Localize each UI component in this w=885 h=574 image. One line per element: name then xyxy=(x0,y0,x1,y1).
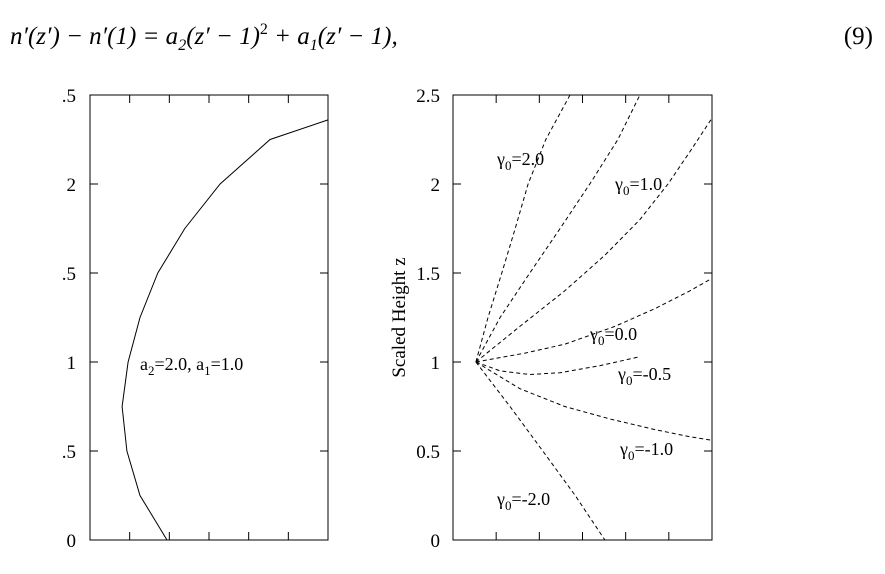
equation-part: (z′ − 1) xyxy=(186,23,260,50)
annotation-part: =-2.0 xyxy=(511,489,550,509)
annotation: γ0=-0.5 xyxy=(617,364,671,388)
curve xyxy=(475,94,641,363)
y-tick-label: 0 xyxy=(431,531,441,552)
annotation: γ0=1.0 xyxy=(614,174,662,198)
annotation-part: a xyxy=(140,354,148,374)
y-tick-label: 1 xyxy=(431,353,441,374)
curve xyxy=(475,117,713,363)
annotation-part: =2.0 xyxy=(511,149,544,169)
annotation-part: =2.0, a xyxy=(155,354,205,374)
annotation-part: γ xyxy=(617,364,626,384)
equation-part: (z′ − 1), xyxy=(318,23,398,50)
annotation: γ0=-2.0 xyxy=(496,489,550,513)
annotation-part: =-1.0 xyxy=(634,439,673,459)
equation-number: (9) xyxy=(844,23,873,50)
annotation-part: 0 xyxy=(623,183,630,198)
equation-part: + a xyxy=(268,23,310,50)
equation-part: 2 xyxy=(260,21,268,38)
y-tick-label: 2.5 xyxy=(416,86,440,107)
equation-part: 2 xyxy=(178,37,186,54)
annotation-part: 2 xyxy=(148,363,155,378)
y-tick-label: 1 xyxy=(67,353,77,374)
y-tick-label: .5 xyxy=(62,86,76,107)
annotation-part: =1.0 xyxy=(629,174,662,194)
annotation-part: γ xyxy=(496,489,505,509)
curve xyxy=(475,361,713,441)
annotation-part: =1.0 xyxy=(211,354,244,374)
y-tick-label: 0 xyxy=(67,531,77,552)
equation-part: n′(z′) − n′(1) = a xyxy=(10,23,178,50)
curve xyxy=(475,356,641,376)
annotation-part: 0 xyxy=(598,333,605,348)
y-tick-label: .5 xyxy=(62,442,76,463)
annotation-part: =-0.5 xyxy=(632,364,671,384)
y-tick-label: .5 xyxy=(62,264,76,285)
annotation-part: 0 xyxy=(505,158,512,173)
y-axis-label: Scaled Height z xyxy=(389,257,410,377)
plot-frame xyxy=(452,94,713,541)
curve xyxy=(475,94,571,363)
annotation-part: γ xyxy=(614,174,623,194)
annotation-part: γ xyxy=(496,149,505,169)
annotation-part: 1 xyxy=(204,363,211,378)
y-tick-label: 0.5 xyxy=(416,442,440,463)
annotation: γ0=2.0 xyxy=(496,149,544,173)
annotation-part: =0.0 xyxy=(604,324,637,344)
annotation: γ0=0.0 xyxy=(589,324,637,348)
annotation-part: 0 xyxy=(628,448,635,463)
y-tick-label: 2 xyxy=(431,175,441,196)
annotation-part: 0 xyxy=(505,498,512,513)
annotation: a2=2.0, a1=1.0 xyxy=(140,354,243,378)
annotation: γ0=-1.0 xyxy=(619,439,673,463)
annotation-part: γ xyxy=(589,324,598,344)
y-tick-label: 2 xyxy=(67,175,77,196)
curve xyxy=(475,361,606,541)
curve xyxy=(475,277,713,363)
equation-part: 1 xyxy=(310,37,318,54)
equation: n′(z′) − n′(1) = a2(z′ − 1)2 + a1(z′ − 1… xyxy=(10,21,398,54)
annotation-part: 0 xyxy=(626,373,633,388)
plot-frame xyxy=(89,94,329,541)
y-tick-label: 1.5 xyxy=(416,264,440,285)
annotation-part: γ xyxy=(619,439,628,459)
curve xyxy=(121,119,329,541)
